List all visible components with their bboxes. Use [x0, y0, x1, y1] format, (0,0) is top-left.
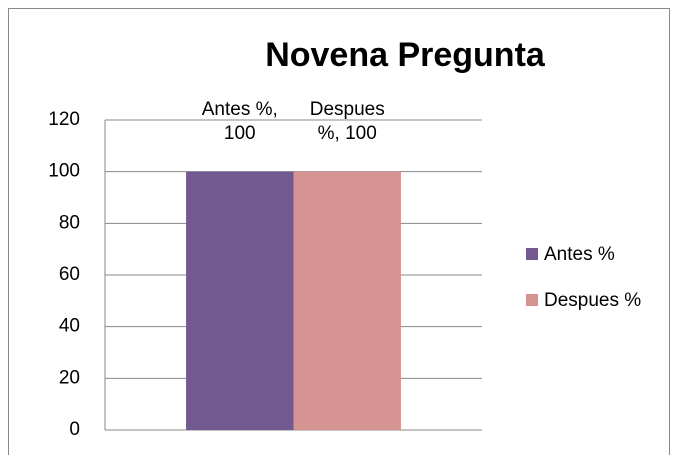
- legend-swatch: [526, 248, 538, 260]
- y-tick-label: 20: [59, 367, 80, 388]
- y-tick-label: 40: [59, 316, 80, 337]
- y-tick-label: 60: [59, 264, 80, 285]
- legend-label: Antes %: [544, 244, 615, 265]
- data-label: Antes %, 100: [201, 98, 278, 144]
- legend-swatch: [526, 294, 538, 306]
- bar: [186, 171, 294, 430]
- legend-label: Despues %: [544, 290, 641, 311]
- y-tick-label: 100: [48, 161, 80, 182]
- chart-title: Novena Pregunta: [265, 36, 546, 74]
- y-tick-label: 80: [59, 212, 80, 233]
- bar: [293, 171, 401, 430]
- y-tick-label: 120: [48, 109, 80, 130]
- y-tick-label: 0: [69, 419, 80, 440]
- data-label: Despues %, 100: [309, 98, 385, 144]
